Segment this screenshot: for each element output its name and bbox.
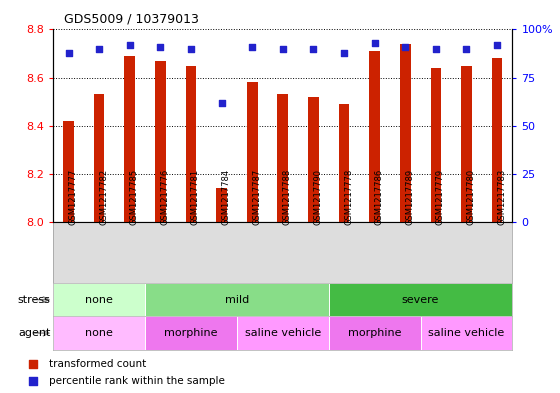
Text: GSM1217789: GSM1217789 <box>405 169 414 225</box>
Text: GSM1217785: GSM1217785 <box>130 169 139 225</box>
Text: GSM1217783: GSM1217783 <box>497 169 506 225</box>
Text: GSM1217777: GSM1217777 <box>68 169 77 225</box>
Text: GSM1217787: GSM1217787 <box>252 169 261 225</box>
Bar <box>237 316 329 350</box>
Point <box>248 44 256 50</box>
Text: GSM1217778: GSM1217778 <box>344 169 353 225</box>
Bar <box>247 83 258 222</box>
Text: GDS5009 / 10379013: GDS5009 / 10379013 <box>64 13 199 26</box>
Point <box>462 46 471 52</box>
Text: percentile rank within the sample: percentile rank within the sample <box>49 376 225 386</box>
Bar <box>329 316 421 350</box>
Point <box>370 40 379 46</box>
Point <box>278 46 287 52</box>
Text: GSM1217780: GSM1217780 <box>466 169 475 225</box>
Text: GSM1217776: GSM1217776 <box>160 169 169 225</box>
Point <box>431 46 440 52</box>
Point <box>401 44 410 50</box>
Bar <box>185 66 197 222</box>
Text: transformed count: transformed count <box>49 358 146 369</box>
Text: GSM1217779: GSM1217779 <box>436 169 445 225</box>
Point <box>186 46 195 52</box>
Point <box>309 46 318 52</box>
Text: GSM1217784: GSM1217784 <box>222 169 231 225</box>
Text: none: none <box>85 328 113 338</box>
Bar <box>369 51 380 222</box>
Text: severe: severe <box>402 295 439 305</box>
Bar <box>63 121 74 222</box>
Bar <box>216 188 227 222</box>
Point <box>125 42 134 48</box>
Text: GSM1217782: GSM1217782 <box>99 169 108 225</box>
Bar <box>492 59 502 222</box>
Text: saline vehicle: saline vehicle <box>428 328 505 338</box>
Point <box>471 295 480 301</box>
Point <box>156 44 165 50</box>
Point <box>217 99 226 106</box>
Text: saline vehicle: saline vehicle <box>245 328 321 338</box>
Text: morphine: morphine <box>164 328 218 338</box>
Bar <box>155 61 166 222</box>
Bar <box>94 94 105 222</box>
Bar <box>421 316 512 350</box>
Text: mild: mild <box>225 295 249 305</box>
Bar <box>145 316 237 350</box>
Text: agent: agent <box>18 328 50 338</box>
Bar <box>53 316 145 350</box>
Bar <box>339 104 349 222</box>
Point <box>95 46 104 52</box>
Bar <box>145 283 329 316</box>
Point <box>339 50 348 56</box>
Text: GSM1217788: GSM1217788 <box>283 169 292 225</box>
Text: morphine: morphine <box>348 328 402 338</box>
Bar <box>53 283 145 316</box>
Bar <box>400 44 410 222</box>
Bar <box>308 97 319 222</box>
Point <box>64 50 73 56</box>
Text: GSM1217781: GSM1217781 <box>191 169 200 225</box>
Point <box>493 42 502 48</box>
Point <box>471 134 480 140</box>
Bar <box>329 283 512 316</box>
Text: GSM1217786: GSM1217786 <box>375 169 384 225</box>
Bar <box>277 94 288 222</box>
Bar <box>461 66 472 222</box>
Text: stress: stress <box>17 295 50 305</box>
Bar <box>124 56 135 222</box>
Bar <box>431 68 441 222</box>
Text: GSM1217790: GSM1217790 <box>314 169 323 225</box>
Text: none: none <box>85 295 113 305</box>
